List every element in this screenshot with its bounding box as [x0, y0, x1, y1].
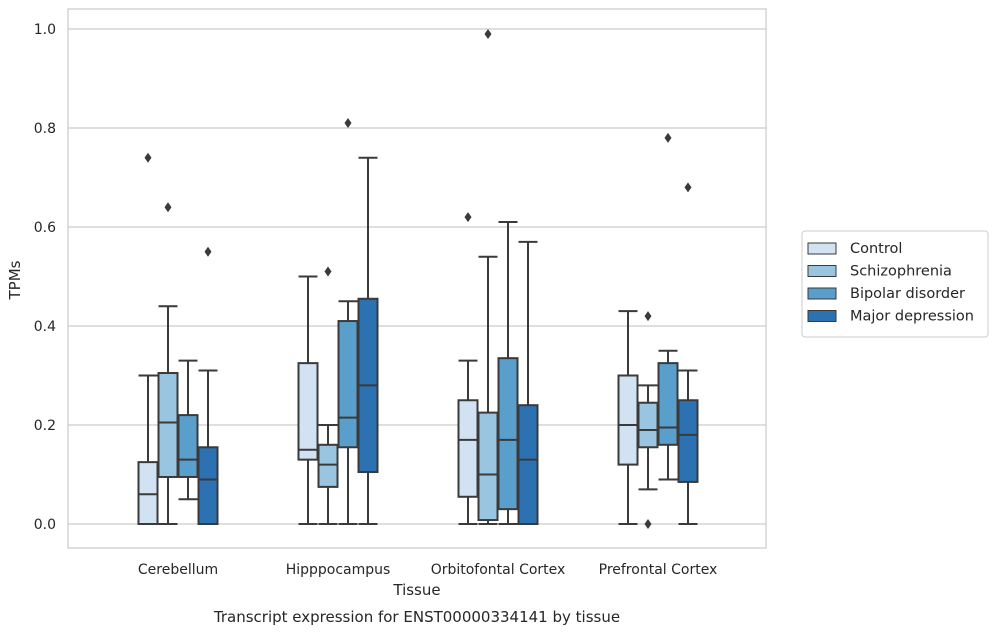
legend-label: Control [850, 241, 902, 257]
legend-frame [801, 230, 989, 338]
y-tick-label: 0.6 [34, 220, 56, 236]
box-plot [177, 359, 199, 501]
outlier-point [644, 519, 652, 529]
box-plot [337, 118, 359, 525]
box-plot [497, 221, 519, 525]
x-tick-label: Hipppocampus [286, 562, 391, 578]
box-plot [637, 311, 659, 529]
outlier-point [464, 212, 472, 223]
x-tick-labels: Cerebellum Hipppocampus Orbitofontal Corte… [138, 562, 717, 578]
box [517, 404, 539, 526]
legend-swatch [807, 242, 837, 255]
outlier-point [324, 266, 332, 277]
box-plot [657, 132, 679, 481]
outlier-point [164, 202, 172, 213]
legend-label: Major depression [850, 309, 974, 325]
box [337, 320, 359, 449]
outlier-point [204, 246, 212, 257]
legend-item: Control [807, 241, 902, 257]
box-plot [677, 182, 699, 525]
box-plot [457, 212, 479, 525]
box-plot [297, 275, 319, 525]
y-tick-label: 1.0 [34, 22, 56, 38]
y-tick-label: 0.8 [34, 121, 56, 137]
x-tick-label: Prefrontal Cortex [599, 562, 718, 578]
box-plot [157, 202, 179, 525]
box-plot [317, 266, 339, 525]
x-tick-label: Orbitofontal Cortex [431, 562, 566, 578]
legend-item: Major depression [807, 309, 974, 325]
box [157, 372, 179, 478]
box [177, 414, 199, 478]
box [637, 401, 659, 449]
box [677, 399, 699, 483]
outlier-point [484, 28, 492, 39]
y-tick-label: 0.0 [34, 517, 56, 533]
outlier-point [344, 118, 352, 129]
y-tick-labels: 0.0 0.2 0.4 0.6 0.8 1.0 [34, 22, 56, 533]
x-tick-label: Cerebellum [138, 562, 218, 578]
box-plot [517, 240, 539, 526]
y-tick-label: 0.2 [34, 418, 56, 434]
box [477, 411, 499, 522]
box [657, 362, 679, 446]
box-plot [197, 246, 219, 525]
box-plot [357, 156, 379, 525]
legend-item: Bipolar disorder [807, 286, 965, 302]
y-axis-label: TPMs [6, 260, 24, 300]
legend-swatch [807, 265, 837, 277]
plot-frame [67, 8, 767, 549]
outlier-point [684, 182, 692, 193]
legend-item: Schizophrenia [807, 264, 952, 280]
legend: Control Schizophrenia Bipolar disorder Majo… [801, 230, 989, 338]
box [137, 461, 159, 525]
box-plot [617, 310, 639, 525]
chart-caption: Transcript expression for ENST0000033414… [213, 608, 620, 626]
outlier-point [664, 132, 672, 143]
box-plot [477, 28, 499, 525]
box-plot [137, 152, 159, 525]
box [197, 446, 219, 525]
outlier-point [144, 152, 152, 163]
x-axis-label: Tissue [392, 581, 440, 599]
outlier-point [644, 311, 652, 322]
y-tick-label: 0.4 [34, 319, 56, 335]
box [617, 374, 639, 466]
legend-label: Schizophrenia [850, 264, 952, 280]
legend-label: Bipolar disorder [850, 286, 965, 302]
box [317, 443, 339, 488]
box [497, 357, 519, 511]
box [457, 399, 479, 498]
legend-swatch [807, 310, 837, 322]
box [297, 362, 319, 461]
box-plots [137, 28, 699, 529]
legend-swatch [807, 287, 837, 300]
